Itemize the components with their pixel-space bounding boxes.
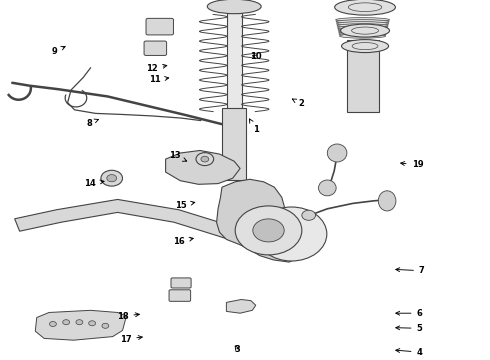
- Text: 14: 14: [84, 179, 104, 188]
- Ellipse shape: [335, 0, 395, 15]
- Ellipse shape: [337, 24, 388, 28]
- FancyBboxPatch shape: [144, 41, 167, 55]
- Ellipse shape: [339, 32, 386, 36]
- Text: 16: 16: [173, 237, 193, 246]
- Polygon shape: [226, 300, 256, 313]
- Circle shape: [201, 156, 209, 162]
- Text: 3: 3: [234, 345, 240, 354]
- Ellipse shape: [256, 207, 327, 261]
- Ellipse shape: [339, 30, 387, 34]
- Circle shape: [196, 153, 214, 166]
- Ellipse shape: [327, 144, 347, 162]
- Circle shape: [235, 206, 302, 255]
- Circle shape: [101, 170, 122, 186]
- Text: 9: 9: [52, 46, 65, 55]
- Text: 17: 17: [120, 335, 142, 343]
- Ellipse shape: [207, 0, 261, 14]
- Bar: [227, 11, 242, 112]
- Ellipse shape: [336, 18, 390, 22]
- Circle shape: [102, 323, 109, 328]
- FancyBboxPatch shape: [169, 290, 191, 301]
- Ellipse shape: [338, 28, 387, 32]
- FancyBboxPatch shape: [171, 278, 191, 288]
- Text: 18: 18: [117, 311, 139, 320]
- Text: 12: 12: [146, 64, 167, 73]
- Ellipse shape: [338, 26, 388, 30]
- Text: 13: 13: [169, 151, 187, 161]
- Text: 6: 6: [396, 309, 422, 318]
- Ellipse shape: [342, 40, 389, 53]
- FancyBboxPatch shape: [146, 18, 173, 35]
- Text: 7: 7: [396, 266, 425, 275]
- Polygon shape: [35, 310, 126, 340]
- Text: 4: 4: [396, 348, 422, 356]
- Polygon shape: [166, 150, 240, 184]
- Circle shape: [89, 321, 96, 326]
- Circle shape: [302, 210, 316, 220]
- Circle shape: [253, 219, 284, 242]
- Text: 1: 1: [249, 119, 259, 134]
- Ellipse shape: [337, 22, 389, 26]
- Text: 15: 15: [175, 201, 195, 210]
- Ellipse shape: [318, 180, 336, 196]
- Text: 5: 5: [396, 324, 422, 333]
- Circle shape: [63, 320, 70, 325]
- Circle shape: [49, 321, 56, 327]
- Circle shape: [76, 320, 83, 325]
- Polygon shape: [15, 199, 246, 243]
- Text: 19: 19: [401, 161, 423, 169]
- Text: 11: 11: [149, 76, 169, 85]
- Polygon shape: [217, 179, 306, 262]
- Text: 2: 2: [293, 99, 304, 108]
- Ellipse shape: [378, 191, 396, 211]
- Bar: [347, 40, 378, 112]
- Circle shape: [107, 175, 117, 182]
- Text: 8: 8: [86, 118, 98, 127]
- Ellipse shape: [341, 24, 390, 37]
- Bar: [222, 108, 246, 180]
- Text: 10: 10: [250, 52, 262, 61]
- Ellipse shape: [336, 20, 389, 24]
- Ellipse shape: [340, 34, 386, 38]
